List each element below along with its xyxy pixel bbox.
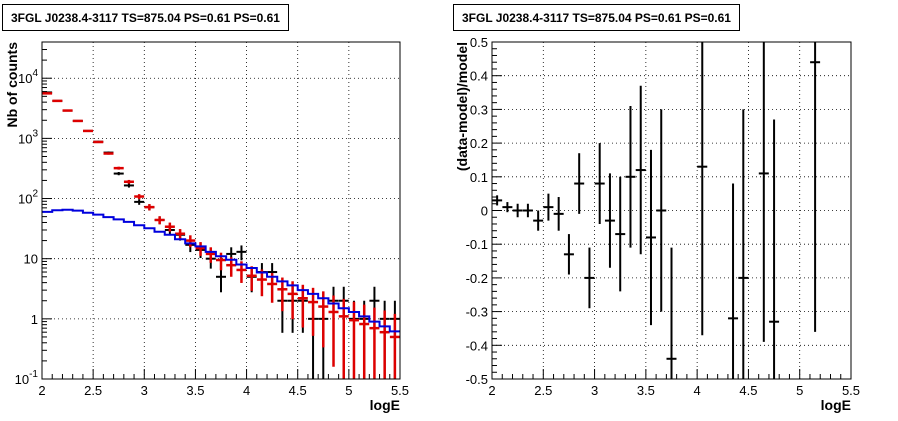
- x-tick-label: 2.5: [84, 383, 102, 398]
- y-tick-label: 0.1: [470, 170, 488, 185]
- model-series-line: [42, 208, 400, 333]
- y-tick-label: 102: [18, 189, 38, 207]
- y-tick-label: 0.5: [470, 35, 488, 50]
- y-axis-label: Nb of counts: [4, 42, 20, 128]
- x-tick-label: 5.5: [842, 383, 860, 398]
- y-axis-label: (data-model)/model: [454, 42, 470, 171]
- x-tick-label: 3: [141, 383, 148, 398]
- y-tick-label: -0.5: [466, 372, 488, 387]
- x-tick-label: 2.5: [534, 383, 552, 398]
- x-tick-label: 4: [694, 383, 701, 398]
- y-tick-label: 104: [18, 68, 38, 86]
- y-tick-label: 10: [24, 252, 38, 267]
- plot-frame: [491, 41, 852, 380]
- x-tick-label: 5: [796, 383, 803, 398]
- y-tick-label: 0.2: [470, 136, 488, 151]
- x-tick-label: 3.5: [637, 383, 655, 398]
- y-tick-label: 0: [481, 204, 488, 219]
- x-axis-label: logE: [821, 397, 851, 413]
- plot-frame: [41, 41, 401, 380]
- residuals-chart: 2 2.5 3 3.5 4 4.5 5 5.5 -0.5 -0.4 -0.3 -0.2 -0.1 0 0.1…: [454, 35, 860, 413]
- y-tick-label: 0.3: [470, 102, 488, 117]
- x-tick-label: 4.5: [289, 383, 307, 398]
- counts-chart: 2 2.5 3 3.5 4 4.5 5 5.5 10-1 1 10 102 103 104 logE Nb o…: [4, 41, 409, 413]
- x-tick-label: 3: [591, 383, 598, 398]
- residuals-chart-title: 3FGL J0238.4-3117 TS=875.04 PS=0.61 PS=0…: [453, 4, 740, 31]
- y-tick-label: -0.1: [466, 237, 488, 252]
- y-tick-label: -0.4: [466, 338, 488, 353]
- x-tick-label: 5: [345, 383, 352, 398]
- x-tick-label: 3.5: [186, 383, 204, 398]
- x-tick-label: 2: [38, 383, 45, 398]
- y-tick-label: -0.2: [466, 271, 488, 286]
- x-tick-label: 5.5: [391, 383, 409, 398]
- y-tick-label: 10-1: [15, 369, 39, 387]
- y-tick-label: 1: [31, 312, 38, 327]
- x-tick-label: 4.5: [739, 383, 757, 398]
- x-tick-label: 4: [243, 383, 250, 398]
- y-tick-label: 103: [18, 128, 38, 146]
- y-tick-label: 0.4: [470, 69, 488, 84]
- counts-chart-title: 3FGL J0238.4-3117 TS=875.04 PS=0.61 PS=0…: [2, 4, 289, 31]
- y-tick-label: -0.3: [466, 305, 488, 320]
- x-tick-label: 2: [488, 383, 495, 398]
- x-axis-label: logE: [370, 397, 400, 413]
